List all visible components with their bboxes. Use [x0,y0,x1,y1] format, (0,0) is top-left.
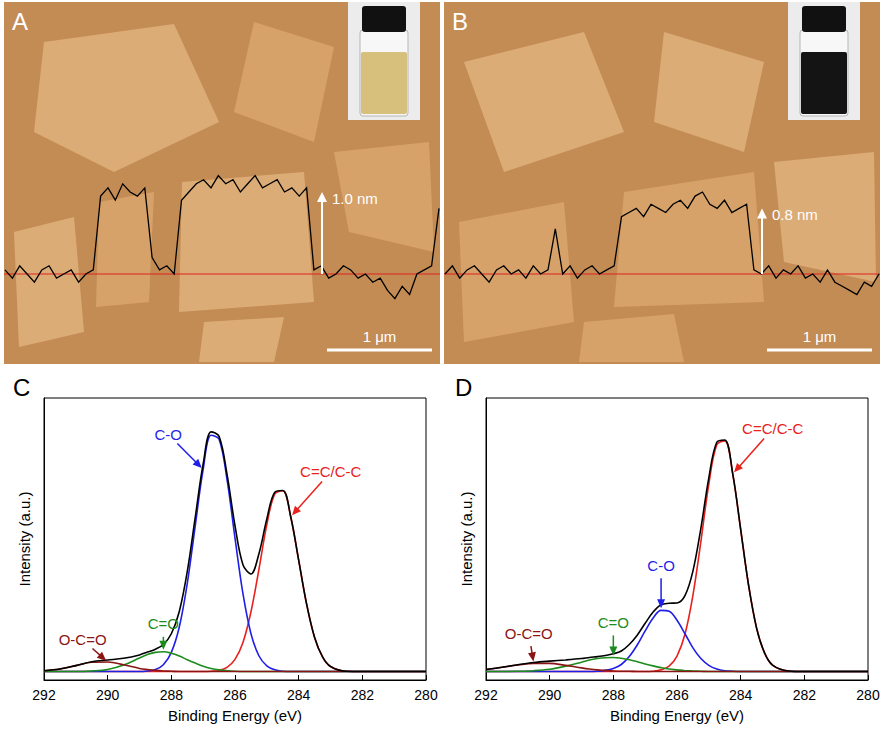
svg-text:O-C=O: O-C=O [59,631,107,648]
svg-text:C=O: C=O [598,614,629,631]
svg-text:1 μm: 1 μm [803,328,837,345]
svg-text:1 μm: 1 μm [363,328,397,345]
svg-text:A: A [12,8,28,35]
svg-text:Binding Energy (eV): Binding Energy (eV) [610,707,744,724]
svg-text:286: 286 [223,687,247,703]
svg-text:D: D [455,374,472,401]
svg-text:O-C=O: O-C=O [505,625,553,642]
svg-text:Intensity (a.u.): Intensity (a.u.) [16,491,33,586]
svg-text:Intensity (a.u.): Intensity (a.u.) [458,491,475,586]
svg-text:280: 280 [414,687,438,703]
svg-text:1.0 nm: 1.0 nm [332,190,378,207]
svg-text:288: 288 [160,687,184,703]
svg-text:282: 282 [351,687,375,703]
svg-text:288: 288 [602,687,626,703]
svg-text:290: 290 [96,687,120,703]
svg-text:284: 284 [729,687,753,703]
svg-text:292: 292 [474,687,498,703]
svg-text:0.8 nm: 0.8 nm [772,206,818,223]
svg-text:C-O: C-O [647,557,675,574]
svg-text:284: 284 [287,687,311,703]
svg-text:C=C/C-C: C=C/C-C [300,463,361,480]
svg-text:B: B [452,8,468,35]
svg-text:C=O: C=O [148,615,179,632]
svg-text:C-O: C-O [154,426,182,443]
svg-text:Binding Energy (eV): Binding Energy (eV) [168,707,302,724]
svg-text:C=C/C-C: C=C/C-C [742,420,803,437]
svg-text:292: 292 [32,687,56,703]
svg-text:282: 282 [793,687,817,703]
svg-text:280: 280 [856,687,880,703]
svg-text:290: 290 [538,687,562,703]
svg-text:286: 286 [665,687,689,703]
svg-text:C: C [13,374,30,401]
